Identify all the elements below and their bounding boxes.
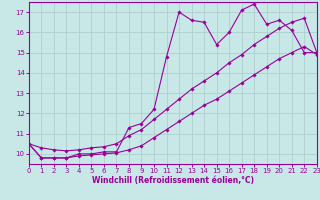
X-axis label: Windchill (Refroidissement éolien,°C): Windchill (Refroidissement éolien,°C)	[92, 176, 254, 185]
